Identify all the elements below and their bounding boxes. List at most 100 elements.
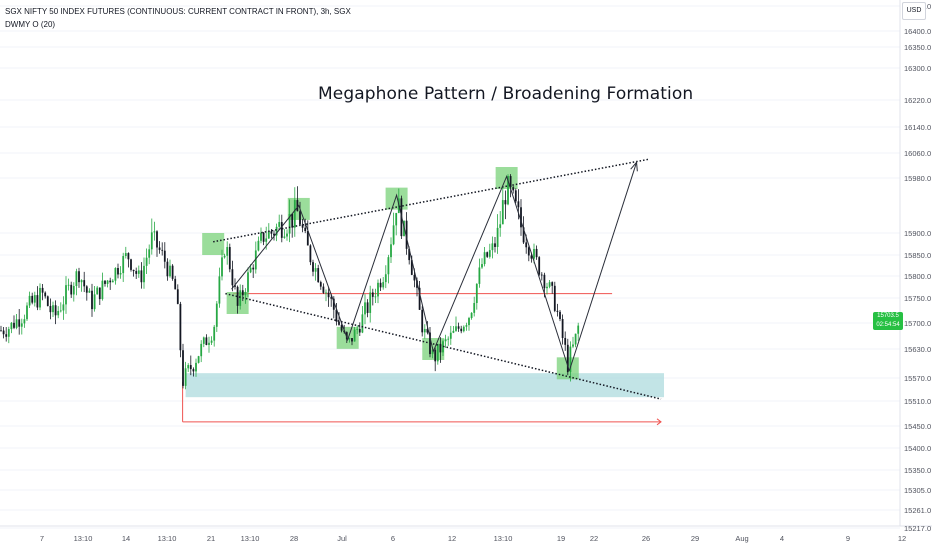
candle-body-156 (405, 220, 408, 249)
candle-body-91 (236, 286, 239, 306)
zigzag-line[interactable] (231, 174, 570, 371)
candle-body-7 (18, 319, 21, 327)
candle-body-71 (184, 368, 187, 386)
lower-trendline[interactable] (225, 292, 662, 400)
upper-trendline[interactable] (213, 158, 649, 243)
candle-body-167 (434, 349, 437, 362)
red-level-arrowhead (656, 418, 662, 426)
candle-body-157 (408, 248, 411, 261)
candle-body-43 (111, 280, 114, 283)
pivot-highlight-boxes[interactable] (202, 167, 579, 380)
candle-body-5 (13, 322, 15, 328)
candle-body-54 (140, 270, 143, 283)
pivot-box-0[interactable] (202, 233, 225, 255)
candle-body-174 (452, 330, 455, 333)
y-tick-label: 16140.0 (904, 123, 931, 132)
candle-body-86 (223, 255, 226, 258)
candle-body-161 (418, 287, 421, 310)
x-tick-label: 29 (691, 534, 699, 543)
candle-body-135 (351, 338, 353, 342)
candle-body-100 (260, 232, 262, 241)
candle-body-152 (395, 213, 398, 226)
candle-body-65 (169, 265, 171, 277)
candle-body-22 (57, 310, 60, 316)
candle-body-13 (33, 295, 36, 303)
candle-body-16 (41, 287, 44, 293)
y-tick-label: 15900.0 (904, 229, 931, 238)
support-zone[interactable] (185, 373, 665, 398)
candle-body-177 (460, 328, 463, 332)
y-tick-label: 16350.0 (904, 43, 931, 52)
candle-body-32 (83, 280, 86, 287)
candle-body-95 (247, 272, 249, 292)
candle-body-164 (426, 328, 429, 333)
candle-body-217 (564, 337, 567, 345)
candle-body-98 (254, 250, 257, 270)
candle-body-19 (49, 305, 52, 313)
candle-body-159 (413, 274, 416, 281)
candle-body-221 (574, 333, 577, 345)
candle-body-120 (312, 262, 314, 272)
red-level-lines[interactable] (182, 293, 662, 426)
candle-body-9 (23, 319, 26, 324)
candle-body-80 (208, 342, 210, 345)
pivot-box-2[interactable] (287, 197, 310, 220)
y-tick-label: 16400.0 (904, 27, 931, 36)
currency-label[interactable]: USD (902, 2, 926, 20)
candle-body-94 (244, 291, 247, 296)
candle-body-30 (78, 271, 80, 283)
candle-body-181 (470, 312, 473, 319)
candle-body-78 (202, 337, 205, 344)
candle-body-129 (335, 309, 338, 322)
candle-body-196 (509, 176, 512, 188)
projection-arrow-line[interactable] (568, 162, 638, 371)
candle-body-93 (241, 290, 244, 296)
price-tag-price: 15703.5 (877, 313, 899, 319)
candle-body-130 (338, 321, 340, 325)
candle-body-113 (293, 200, 296, 228)
candle-body-17 (44, 292, 47, 297)
candle-body-128 (332, 298, 335, 310)
x-tick-label: 28 (290, 534, 298, 543)
y-tick-label: 15850.0 (904, 251, 931, 260)
megaphone-trendlines[interactable] (213, 158, 662, 400)
candle-body-61 (158, 247, 161, 250)
candle-body-147 (382, 282, 385, 288)
candle-body-36 (93, 294, 96, 310)
candle-body-220 (572, 344, 574, 347)
indicator-label[interactable]: DWMY O (20) (5, 20, 56, 29)
candle-body-209 (543, 274, 546, 289)
price-tag: 15703.5 02:54:54 (873, 312, 903, 330)
x-tick-label: 13:10 (241, 534, 260, 543)
candle-body-210 (546, 286, 548, 289)
y-tick-label: 15570.0 (904, 374, 931, 383)
candle-body-37 (96, 287, 99, 295)
zigzag-polyline[interactable] (231, 174, 570, 371)
candle-body-28 (72, 286, 75, 295)
candle-body-47 (122, 256, 125, 274)
projection-arrow[interactable] (568, 161, 638, 371)
x-tick-label: 13:10 (74, 534, 93, 543)
candle-body-50 (130, 259, 132, 270)
candle-body-105 (273, 233, 275, 236)
price-axis[interactable]: 16470.016400.016350.016300.016220.016140… (904, 2, 931, 533)
candle-body-107 (278, 222, 281, 227)
time-axis[interactable]: 7 13:10 14 13:10 21 13:10 28 Jul 6 12 13:10 19 22 26 2… (40, 534, 906, 543)
pivot-box-5[interactable] (422, 338, 445, 360)
candle-body-119 (309, 245, 312, 263)
candle-body-90 (234, 285, 236, 287)
candle-body-44 (114, 268, 117, 281)
candle-body-182 (473, 303, 476, 313)
x-tick-label: 13:10 (494, 534, 513, 543)
x-tick-label: 12 (448, 534, 456, 543)
candle-body-46 (119, 273, 122, 275)
candle-body-163 (423, 328, 426, 333)
candle-body-180 (468, 318, 470, 326)
candle-body-172 (447, 338, 450, 340)
x-tick-label: 7 (40, 534, 44, 543)
candle-body-56 (145, 257, 148, 266)
candle-body-48 (124, 253, 127, 257)
candle-body-57 (148, 249, 151, 258)
candle-body-162 (421, 309, 424, 333)
